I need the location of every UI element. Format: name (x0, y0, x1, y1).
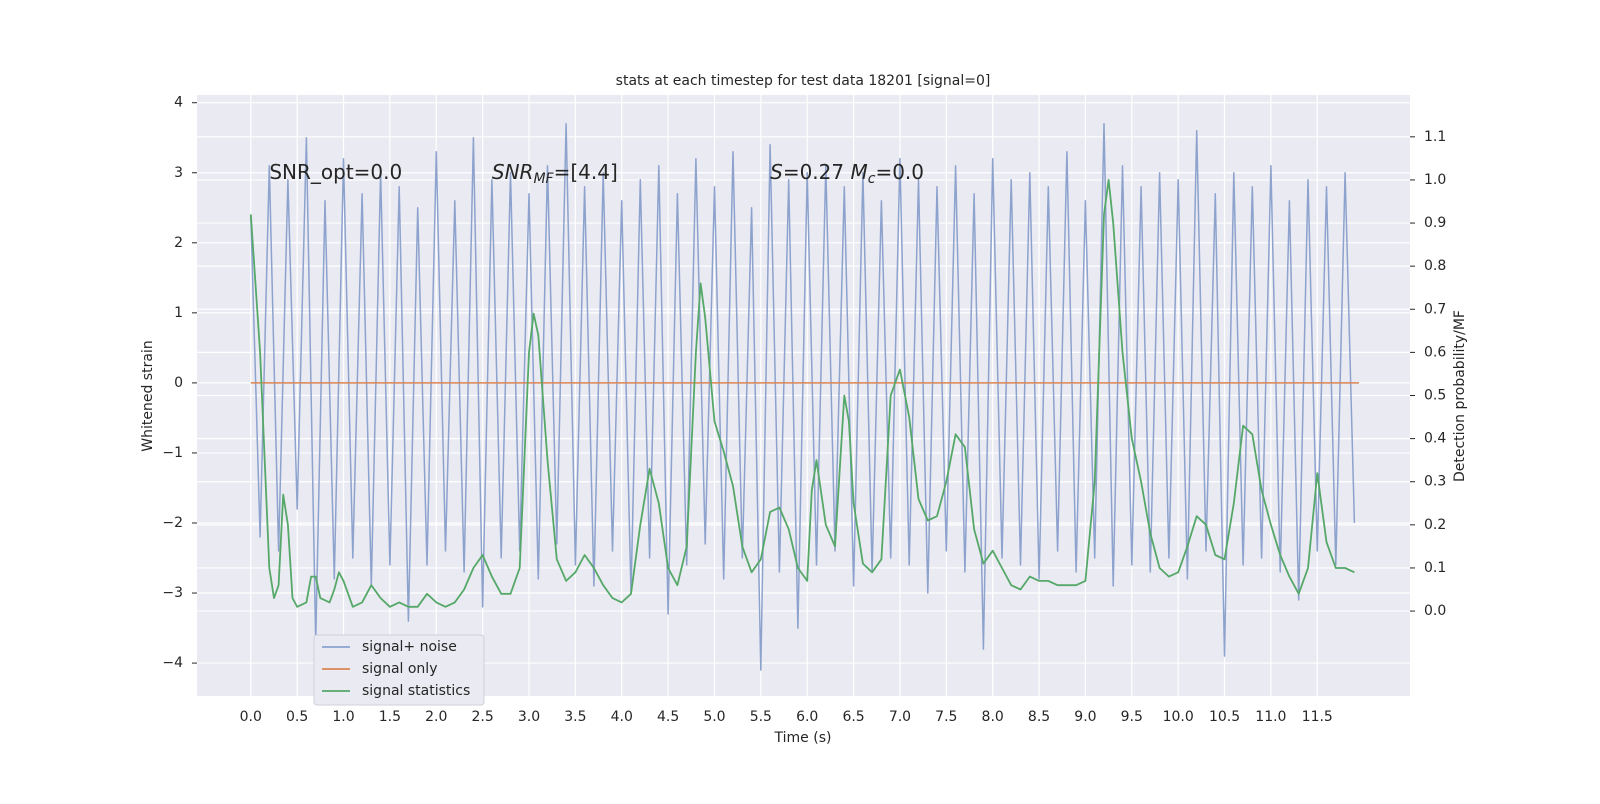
annotation-part: c (868, 171, 876, 187)
legend-label: signal+ noise (362, 639, 457, 655)
x-tick-label: 11.0 (1255, 709, 1286, 725)
y-tick-label: −1 (162, 445, 183, 461)
annotation: SNRMF=[4.4] (492, 159, 618, 187)
x-tick-label: 2.0 (425, 709, 447, 725)
x-tick-label: 3.5 (564, 709, 586, 725)
x-tick-label: 2.5 (471, 709, 493, 725)
x-tick-label: 3.0 (518, 709, 540, 725)
x-tick-label: 7.0 (889, 709, 911, 725)
annotation: SNR_opt=0.0 (269, 159, 402, 183)
y2-tick-label: 0.5 (1424, 388, 1446, 404)
x-tick-label: 11.5 (1302, 709, 1333, 725)
y-tick-label: −4 (162, 655, 183, 671)
annotation-part: =[4.4] (554, 159, 618, 183)
y-tick-label: 3 (174, 165, 183, 181)
y2-tick-label: 1.0 (1424, 172, 1446, 188)
x-tick-label: 9.5 (1121, 709, 1143, 725)
y-tick-label: 2 (174, 235, 183, 251)
x-tick-label: 5.0 (703, 709, 725, 725)
y2-tick-label: 0.4 (1424, 431, 1446, 447)
x-tick-label: 8.5 (1028, 709, 1050, 725)
y-tick-label: −2 (162, 515, 183, 531)
y2-tick-label: 0.8 (1424, 258, 1446, 274)
x-tick-label: 9.0 (1074, 709, 1096, 725)
y-tick-label: −3 (162, 585, 183, 601)
annotation-part: MF (533, 171, 554, 187)
y-tick-label: 0 (174, 375, 183, 391)
marks (249, 122, 1359, 671)
x-tick-label: 0.5 (286, 709, 308, 725)
annotation: S=0.27 Mc=0.0 (770, 159, 924, 187)
x-tick-label: 7.5 (935, 709, 957, 725)
y2-tick-label: 0.2 (1424, 517, 1446, 533)
legend-label: signal only (362, 661, 437, 677)
x-tick-label: 6.0 (796, 709, 818, 725)
x-tick-label: 4.0 (611, 709, 633, 725)
x-tick-label: 8.0 (982, 709, 1004, 725)
y-axis-label: Whitened strain (140, 340, 156, 451)
y2-tick-label: 0.1 (1424, 560, 1446, 576)
y2-tick-label: 1.1 (1424, 129, 1446, 145)
y2-tick-label: 0.9 (1424, 215, 1446, 231)
annotation-part: =0.27 (783, 159, 851, 183)
annotation-part: M (850, 159, 867, 183)
chart-title: stats at each timestep for test data 182… (616, 73, 991, 89)
series-line (250, 122, 1356, 671)
x-axis-label: Time (s) (774, 730, 832, 746)
grid (197, 95, 1410, 696)
y2-tick-label: 0.7 (1424, 301, 1446, 317)
y2-tick-label: 0.0 (1424, 603, 1446, 619)
legend-box (313, 634, 485, 706)
annotation-part: =0.0 (875, 159, 924, 183)
x-tick-label: 6.5 (842, 709, 864, 725)
y2-tick-label: 0.6 (1424, 344, 1446, 360)
annotation-part: S (770, 159, 783, 183)
y2-tick-label: 0.3 (1424, 474, 1446, 490)
series-line (249, 179, 1355, 608)
legend-label: signal statistics (362, 683, 470, 699)
labels: 0.0 0.5 1.0 1.5 2.0 2.5 3.0 3.5 4.0 4.5 5.0 5.5 6.0 6… (162, 95, 1446, 725)
y-tick-label: 1 (174, 305, 183, 321)
annotation-part: SNR_opt=0.0 (269, 159, 402, 183)
x-tick-label: 4.5 (657, 709, 679, 725)
x-tick-label: 5.5 (750, 709, 772, 725)
annotation-part: SNR (492, 159, 534, 183)
legend: signal+ noise signal only signal statistic… (313, 634, 485, 706)
y-tick-label: 4 (174, 95, 183, 111)
x-tick-label: 10.5 (1209, 709, 1240, 725)
x-tick-label: 1.5 (379, 709, 401, 725)
x-tick-label: 10.0 (1163, 709, 1194, 725)
x-tick-label: 1.0 (332, 709, 354, 725)
x-tick-label: 0.0 (240, 709, 262, 725)
y2-axis-label: Detection probability/MF (1452, 310, 1468, 482)
